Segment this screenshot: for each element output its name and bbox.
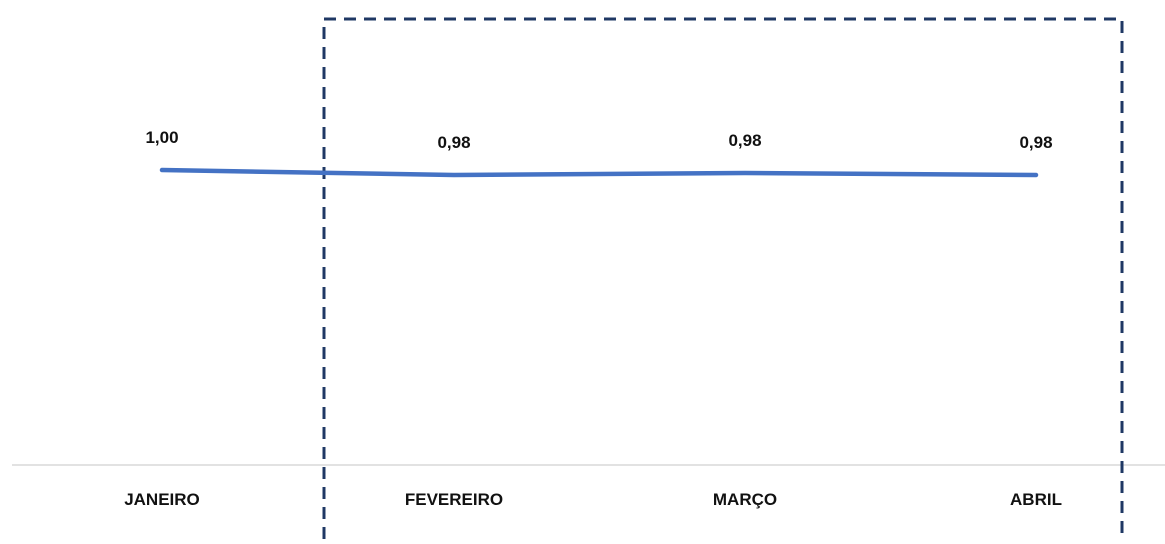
x-tick-label-4: ABRIL: [1010, 490, 1062, 509]
x-tick-label-1: JANEIRO: [124, 490, 200, 509]
x-tick-label-2: FEVEREIRO: [405, 490, 503, 509]
highlight-box: [322, 17, 1124, 539]
data-label-4: 0,98: [1019, 133, 1052, 152]
series-layer: [159, 167, 1039, 178]
data-label-2: 0,98: [437, 133, 470, 152]
x-tick-label-layer: JANEIRO FEVEREIRO MARÇO ABRIL: [124, 490, 1062, 509]
series-line: [159, 167, 1039, 178]
highlight-box-layer: [322, 17, 1124, 539]
data-label-layer: 1,00 0,98 0,98 0,98: [145, 128, 1052, 152]
data-label-1: 1,00: [145, 128, 178, 147]
data-label-3: 0,98: [728, 131, 761, 150]
x-tick-label-3: MARÇO: [713, 490, 777, 509]
